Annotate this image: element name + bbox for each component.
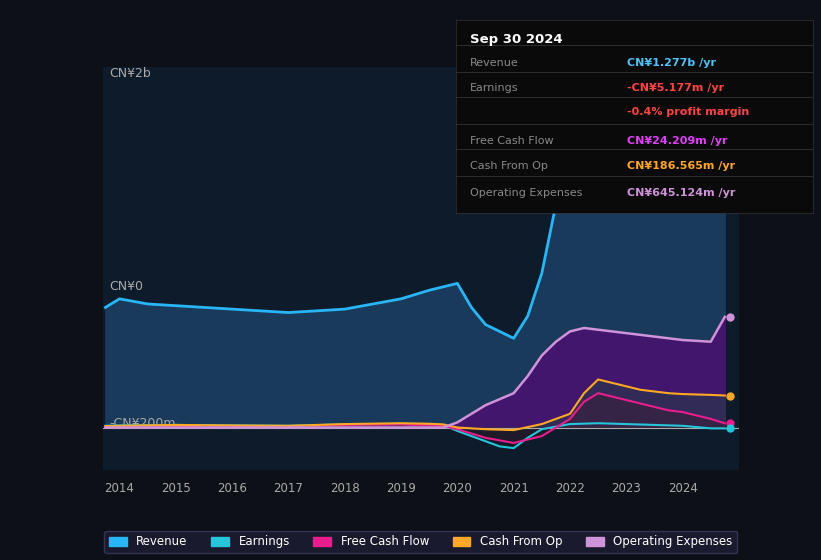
Text: CN¥24.209m /yr: CN¥24.209m /yr [627,136,727,146]
Text: 2023: 2023 [612,483,641,496]
Text: 2015: 2015 [161,483,190,496]
Text: Operating Expenses: Operating Expenses [470,188,582,198]
Text: Cash From Op: Cash From Op [470,161,548,171]
Text: CN¥1.277b /yr: CN¥1.277b /yr [627,58,716,68]
Text: Revenue: Revenue [470,58,519,68]
Text: 2018: 2018 [330,483,360,496]
Text: 2014: 2014 [104,483,135,496]
Text: CN¥0: CN¥0 [109,281,143,293]
Text: 2017: 2017 [273,483,304,496]
Legend: Revenue, Earnings, Free Cash Flow, Cash From Op, Operating Expenses: Revenue, Earnings, Free Cash Flow, Cash … [104,531,737,553]
Text: Sep 30 2024: Sep 30 2024 [470,33,562,46]
Text: 2016: 2016 [218,483,247,496]
Text: 2019: 2019 [386,483,416,496]
Text: CN¥645.124m /yr: CN¥645.124m /yr [627,188,736,198]
Text: 2024: 2024 [667,483,698,496]
Text: -CN¥200m: -CN¥200m [109,417,176,430]
Text: Earnings: Earnings [470,83,518,94]
Text: 2020: 2020 [443,483,472,496]
Text: CN¥2b: CN¥2b [109,67,151,80]
Text: CN¥186.565m /yr: CN¥186.565m /yr [627,161,735,171]
Text: -0.4% profit margin: -0.4% profit margin [627,106,750,116]
Text: Free Cash Flow: Free Cash Flow [470,136,553,146]
Text: -CN¥5.177m /yr: -CN¥5.177m /yr [627,83,724,94]
Text: 2021: 2021 [498,483,529,496]
Text: 2022: 2022 [555,483,585,496]
